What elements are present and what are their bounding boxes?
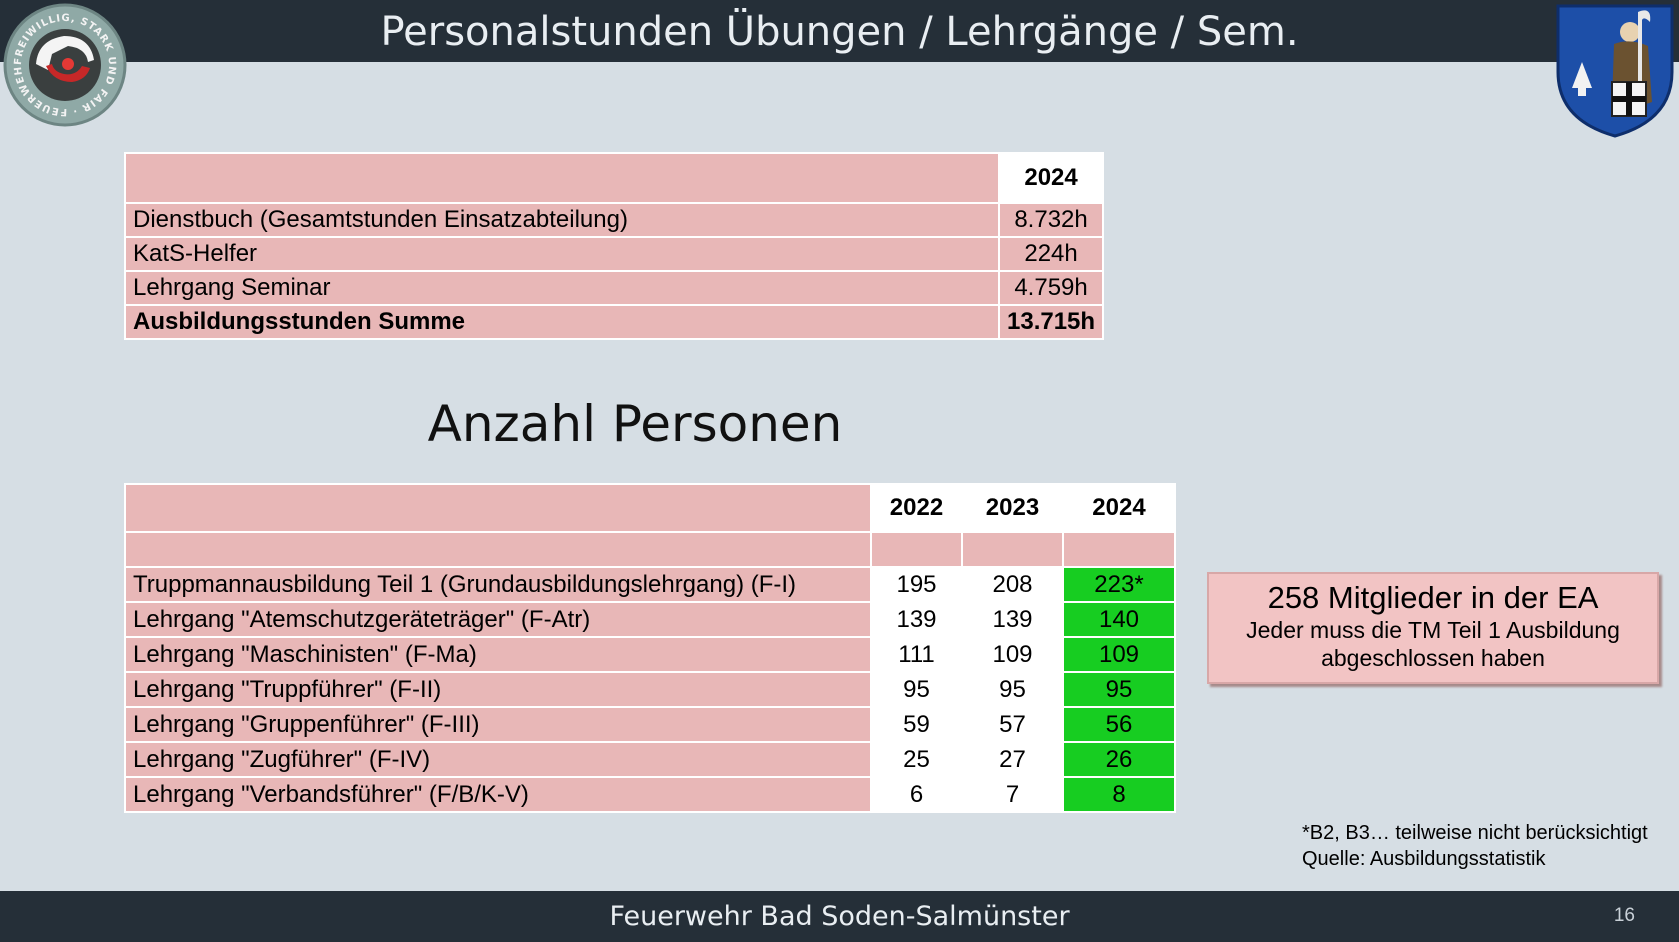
course-label: Lehrgang "Zugführer" (F-IV) bbox=[124, 741, 872, 778]
table-row: Lehrgang "Atemschutzgeräteträger" (F-Atr… bbox=[124, 601, 1176, 638]
value-2022: 195 bbox=[870, 566, 963, 603]
course-label: Lehrgang "Atemschutzgeräteträger" (F-Atr… bbox=[124, 601, 872, 638]
table-row: Truppmannausbildung Teil 1 (Grundausbild… bbox=[124, 566, 1176, 603]
table-row: Lehrgang "Gruppenführer" (F-III) 59 57 5… bbox=[124, 706, 1176, 743]
value-2023: 109 bbox=[961, 636, 1064, 673]
row-value: 224h bbox=[997, 236, 1105, 272]
row-label: KatS-Helfer bbox=[124, 236, 1000, 272]
course-label: Lehrgang "Gruppenführer" (F-III) bbox=[124, 706, 872, 743]
total-row: Ausbildungsstunden Summe 13.715h bbox=[124, 304, 1105, 340]
row-label: Dienstbuch (Gesamtstunden Einsatzabteilu… bbox=[124, 202, 1000, 238]
footer-organization: Feuerwehr Bad Soden-Salmünster bbox=[609, 901, 1070, 932]
footnote: *B2, B3… teilweise nicht berücksichtigt … bbox=[1302, 820, 1648, 872]
value-2024: 140 bbox=[1062, 601, 1176, 638]
table-row: Lehrgang Seminar 4.759h bbox=[124, 270, 1105, 306]
course-label: Truppmannausbildung Teil 1 (Grundausbild… bbox=[124, 566, 872, 603]
participants-table: 2022 2023 2024 Truppmannausbildung Teil … bbox=[124, 483, 1176, 813]
section-heading: Anzahl Personen bbox=[427, 395, 843, 453]
course-label: Lehrgang "Verbandsführer" (F/B/K-V) bbox=[124, 776, 872, 813]
table-row: Lehrgang "Zugführer" (F-IV) 25 27 26 bbox=[124, 741, 1176, 778]
course-label: Lehrgang "Maschinisten" (F-Ma) bbox=[124, 636, 872, 673]
total-value: 13.715h bbox=[997, 304, 1105, 340]
requirement-text-line2: abgeschlossen haben bbox=[1321, 645, 1545, 671]
spacer-cell bbox=[1062, 531, 1176, 568]
row-value: 8.732h bbox=[997, 202, 1105, 238]
row-value: 4.759h bbox=[997, 270, 1105, 306]
footnote-note: *B2, B3… teilweise nicht berücksichtigt bbox=[1302, 822, 1648, 844]
table-row: Dienstbuch (Gesamtstunden Einsatzabteilu… bbox=[124, 202, 1105, 238]
value-2022: 139 bbox=[870, 601, 963, 638]
requirement-text-line1: Jeder muss die TM Teil 1 Ausbildung bbox=[1246, 617, 1620, 643]
header-bar bbox=[0, 0, 1679, 62]
value-2023: 7 bbox=[961, 776, 1064, 813]
member-info-box: 258 Mitglieder in der EA Jeder muss die … bbox=[1207, 572, 1659, 684]
value-2024: 8 bbox=[1062, 776, 1176, 813]
table-row: KatS-Helfer 224h bbox=[124, 236, 1105, 272]
value-2022: 25 bbox=[870, 741, 963, 778]
value-2022: 59 bbox=[870, 706, 963, 743]
table-row: Lehrgang "Maschinisten" (F-Ma) 111 109 1… bbox=[124, 636, 1176, 673]
value-2022: 6 bbox=[870, 776, 963, 813]
value-2022: 95 bbox=[870, 671, 963, 708]
year-header: 2024 bbox=[1062, 483, 1176, 533]
spacer-cell bbox=[961, 531, 1064, 568]
year-header: 2023 bbox=[961, 483, 1064, 533]
spacer-cell bbox=[124, 531, 872, 568]
training-hours-table: 2024 Dienstbuch (Gesamtstunden Einsatzab… bbox=[124, 152, 1105, 340]
value-2024: 95 bbox=[1062, 671, 1176, 708]
spacer-cell bbox=[870, 531, 963, 568]
value-2023: 208 bbox=[961, 566, 1064, 603]
coat-of-arms-logo bbox=[1556, 4, 1674, 138]
value-2024: 223* bbox=[1062, 566, 1176, 603]
value-2023: 139 bbox=[961, 601, 1064, 638]
table-row: Lehrgang "Truppführer" (F-II) 95 95 95 bbox=[124, 671, 1176, 708]
member-count-text: 258 Mitglieder in der EA bbox=[1267, 580, 1599, 615]
table-row: Lehrgang "Verbandsführer" (F/B/K-V) 6 7 … bbox=[124, 776, 1176, 813]
year-header: 2024 bbox=[997, 152, 1105, 204]
header-empty-cell bbox=[124, 483, 872, 533]
value-2023: 27 bbox=[961, 741, 1064, 778]
value-2024: 109 bbox=[1062, 636, 1176, 673]
value-2023: 57 bbox=[961, 706, 1064, 743]
footer-bar bbox=[0, 891, 1679, 942]
footnote-source: Quelle: Ausbildungsstatistik bbox=[1302, 848, 1546, 870]
course-label: Lehrgang "Truppführer" (F-II) bbox=[124, 671, 872, 708]
total-label: Ausbildungsstunden Summe bbox=[124, 304, 1000, 340]
value-2024: 56 bbox=[1062, 706, 1176, 743]
header-empty-cell bbox=[124, 152, 1000, 204]
fire-brigade-logo: FREIWILLIG, STARK UND FAIR · FEUERWEHR bbox=[2, 2, 127, 127]
value-2023: 95 bbox=[961, 671, 1064, 708]
page-number: 16 bbox=[1613, 905, 1635, 926]
value-2022: 111 bbox=[870, 636, 963, 673]
year-header: 2022 bbox=[870, 483, 963, 533]
slide-title: Personalstunden Übungen / Lehrgänge / Se… bbox=[380, 9, 1299, 55]
row-label: Lehrgang Seminar bbox=[124, 270, 1000, 306]
value-2024: 26 bbox=[1062, 741, 1176, 778]
